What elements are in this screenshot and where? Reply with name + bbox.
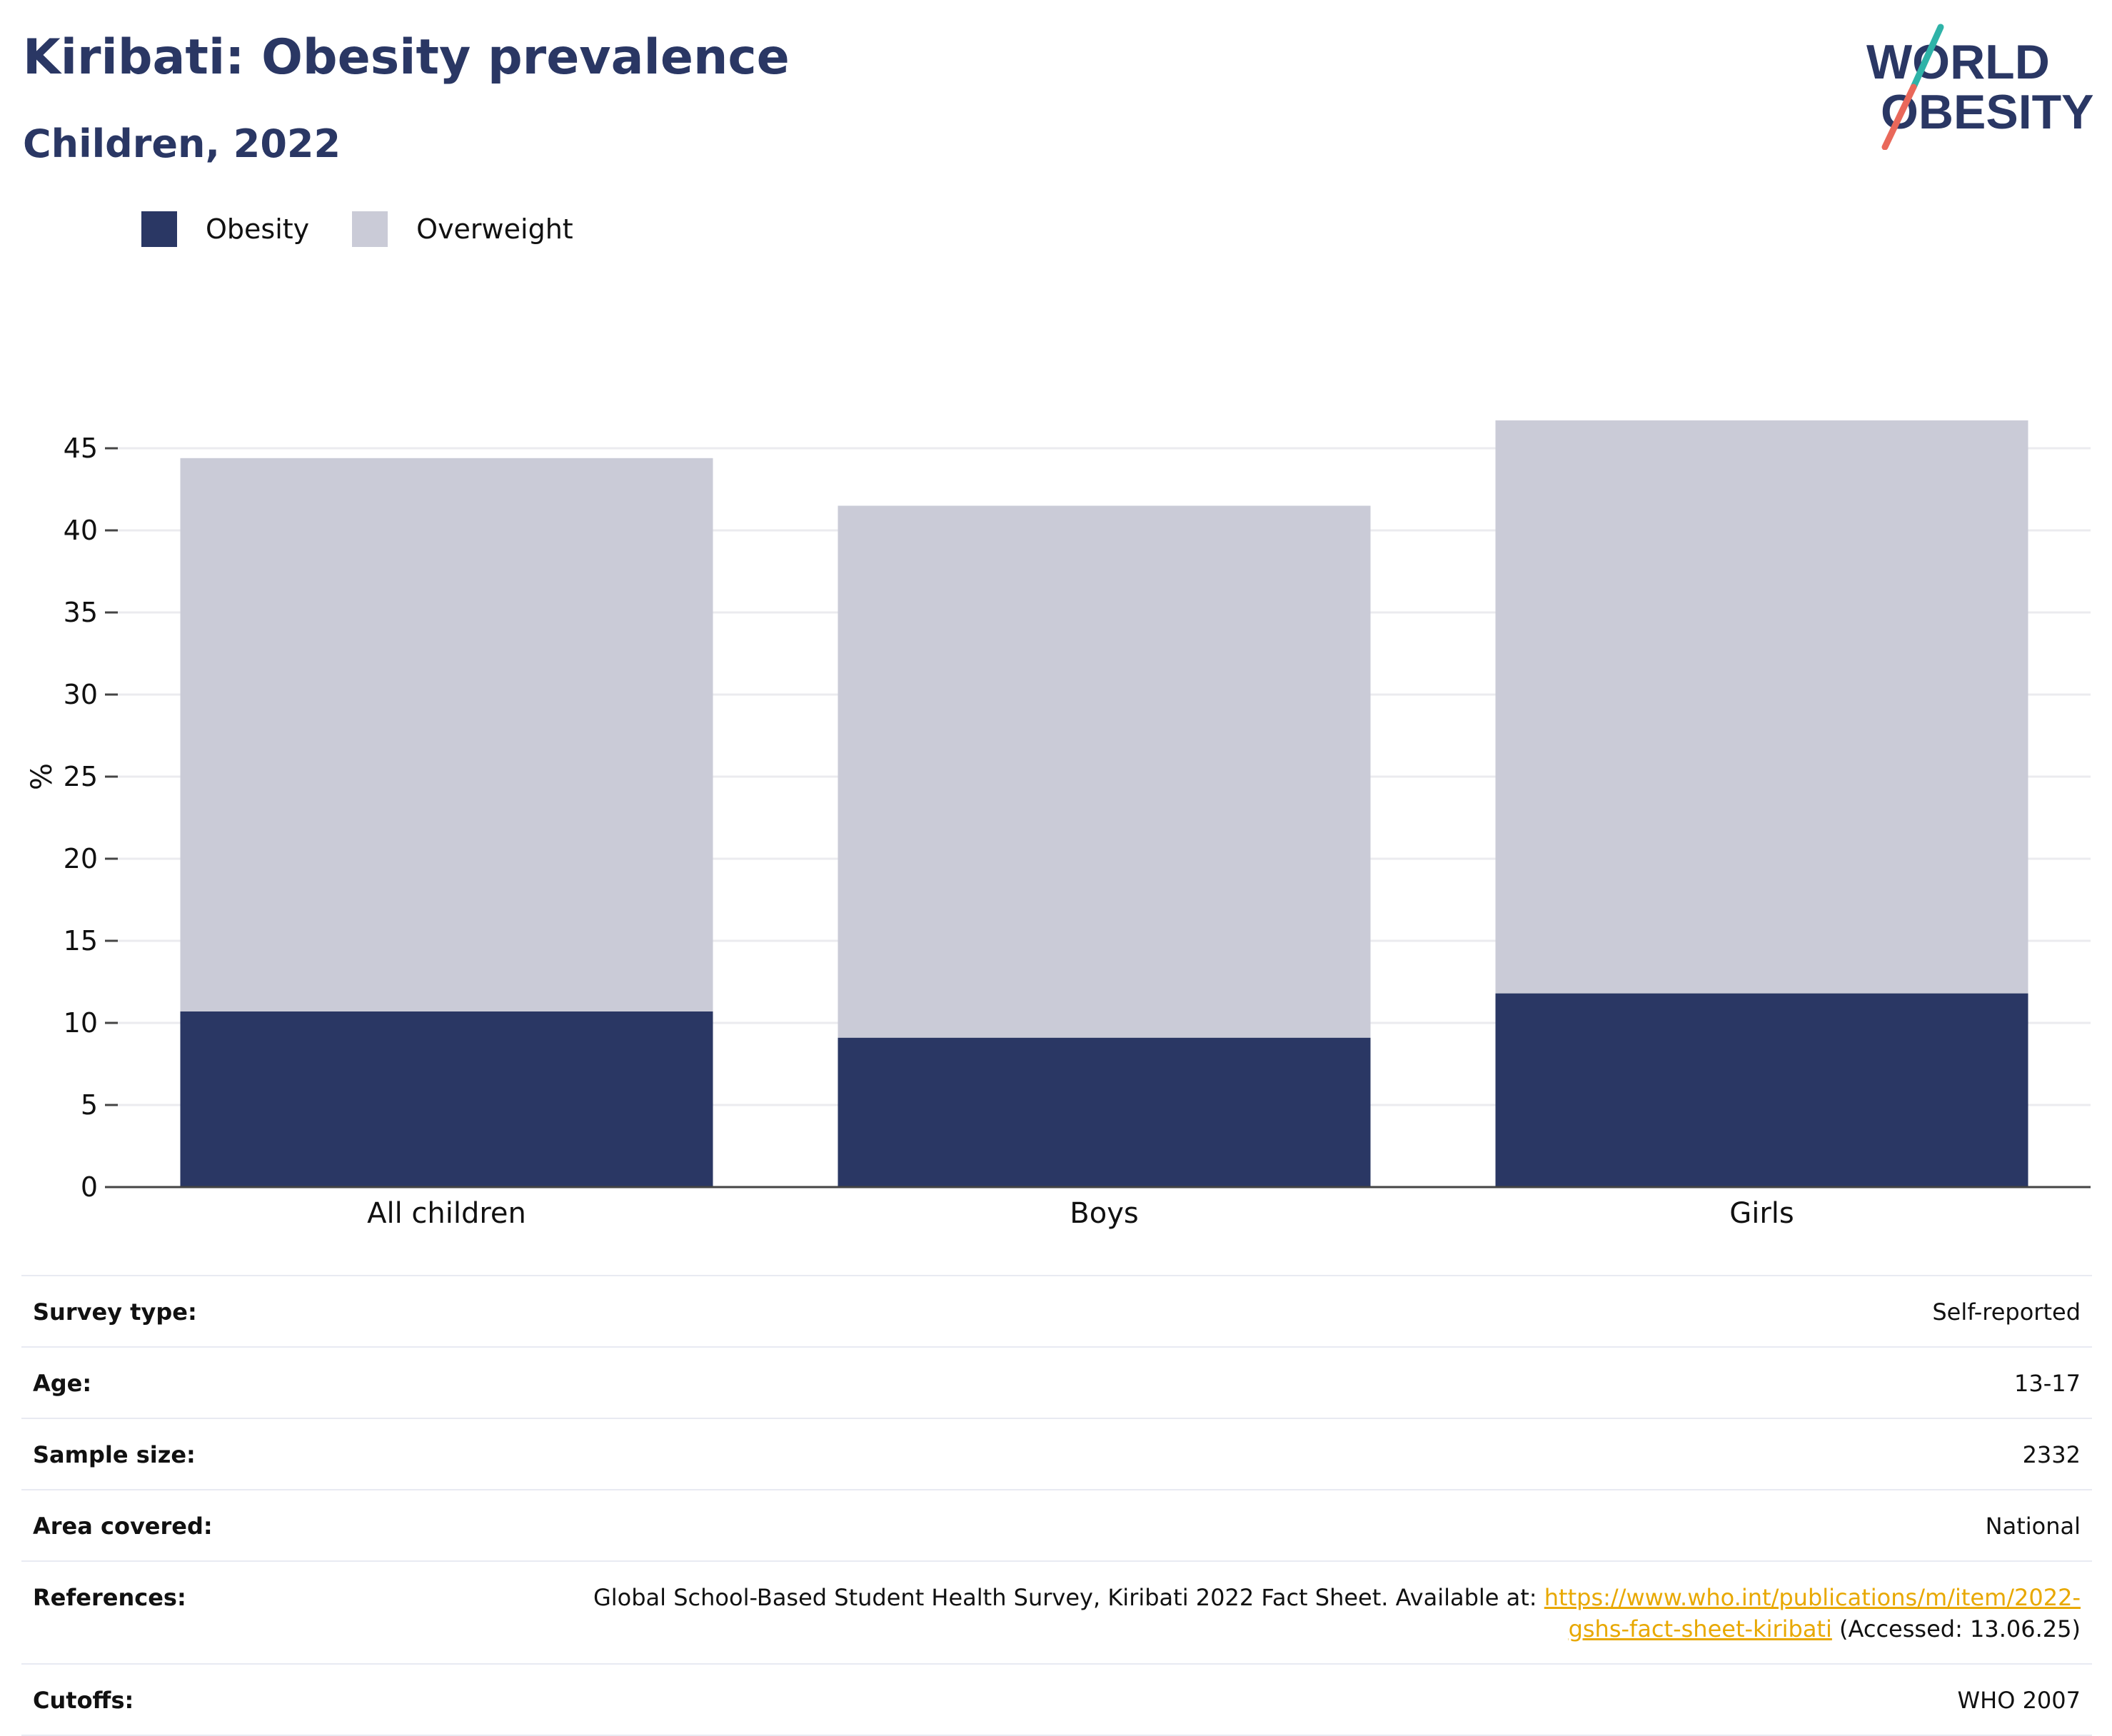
references-link-part1[interactable]: https://www.who.int/publications/m/item/… [1544,1584,2081,1611]
y-tick-label: 40 [64,515,98,546]
svg-text:WORLD: WORLD [1866,35,2050,89]
sample-size-label: Sample size: [33,1441,196,1468]
info-row-cutoffs: Cutoffs: WHO 2007 [21,1665,2092,1736]
y-tick-label: 35 [64,597,98,628]
y-tick-label: 20 [64,843,98,874]
info-row-sample-size: Sample size: 2332 [21,1419,2092,1490]
x-tick-label: Boys [1070,1197,1138,1230]
y-tick-label: 30 [64,679,98,710]
chart-legend: Obesity Overweight [141,211,616,247]
legend-item-overweight: Overweight [352,211,573,247]
info-row-references: References: Global School-Based Student … [21,1562,2092,1665]
bar-overweight-all-children [180,458,713,1011]
legend-label-overweight: Overweight [416,213,573,245]
world-obesity-logo: WORLD OBESITY [1866,24,2094,150]
legend-swatch-obesity [141,211,177,247]
references-link[interactable]: https://www.who.int/publications/m/item/… [1544,1584,2081,1642]
references-label: References: [33,1584,186,1611]
y-tick-label: 25 [64,761,98,792]
references-text: Global School-Based Student Health Surve… [593,1584,1544,1611]
y-axis-title: % [26,763,59,790]
references-value: Global School-Based Student Health Surve… [593,1582,2081,1645]
x-tick-label: Girls [1729,1197,1794,1230]
bar-obesity-boys [838,1037,1371,1187]
svg-text:OBESITY: OBESITY [1881,85,2094,139]
bar-obesity-all-children [180,1011,713,1187]
references-link-part2[interactable]: gshs-fact-sheet-kiribati [1568,1615,1832,1642]
chart-subtitle: Children, 2022 [23,121,341,166]
survey-type-label: Survey type: [33,1298,197,1326]
y-tick-label: 15 [64,925,98,957]
age-value: 13-17 [2014,1370,2081,1397]
info-row-age: Age: 13-17 [21,1348,2092,1419]
y-tick-label: 0 [81,1171,98,1203]
chart-title: Kiribati: Obesity prevalence [23,29,790,86]
area-value: National [1985,1513,2081,1540]
legend-label-obesity: Obesity [206,213,310,245]
y-tick-label: 45 [64,433,98,464]
bar-chart: 0 5 10 15 20 25 30 35 40 45% All children Boys Girls [26,420,2091,1230]
survey-info-table: Survey type: Self-reported Age: 13-17 Sa… [21,1275,2092,1736]
y-tick-label: 10 [64,1007,98,1039]
bar-overweight-boys [838,505,1371,1038]
cutoffs-value: WHO 2007 [1957,1687,2081,1714]
x-tick-label: All children [367,1197,526,1230]
sample-size-value: 2332 [2022,1441,2081,1468]
references-accessed: (Accessed: 13.06.25) [1831,1615,2081,1642]
bar-obesity-girls [1495,993,2028,1187]
age-label: Age: [33,1370,92,1397]
survey-type-value: Self-reported [1932,1298,2081,1326]
area-label: Area covered: [33,1513,213,1540]
legend-item-obesity: Obesity [141,211,309,247]
legend-swatch-overweight [352,211,388,247]
info-row-area: Area covered: National [21,1490,2092,1562]
info-row-survey-type: Survey type: Self-reported [21,1276,2092,1348]
cutoffs-label: Cutoffs: [33,1687,134,1714]
y-tick-label: 5 [81,1089,98,1121]
bar-overweight-girls [1495,420,2028,994]
